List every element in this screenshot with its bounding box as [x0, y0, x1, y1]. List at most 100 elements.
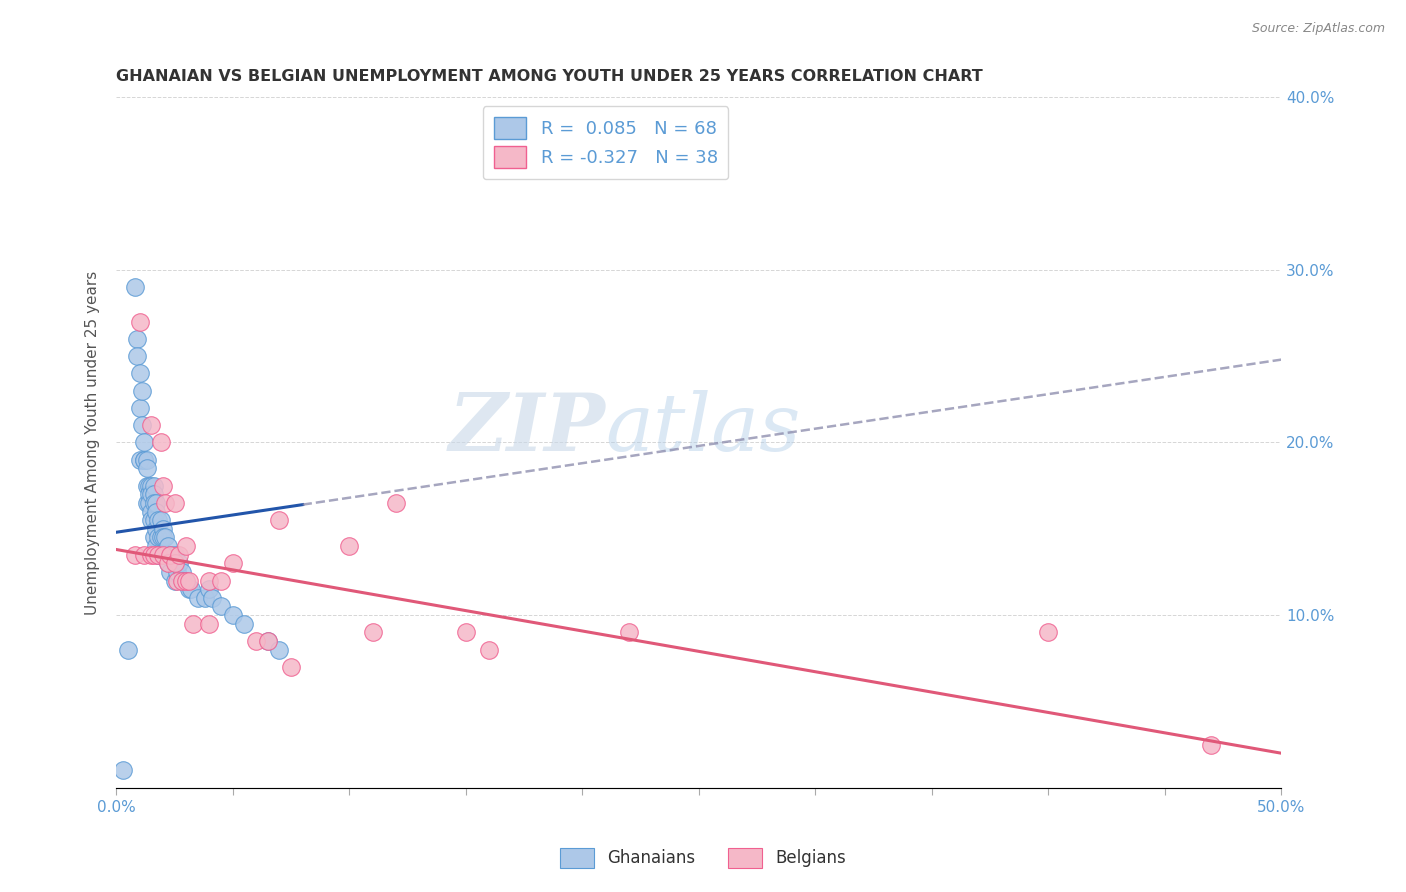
Point: [131, 384, 153, 398]
Point: [152, 548, 174, 562]
Point: [138, 487, 160, 501]
Point: [135, 496, 157, 510]
Point: [174, 574, 197, 588]
Point: [135, 452, 157, 467]
Point: [198, 574, 221, 588]
Point: [141, 478, 163, 492]
Point: [209, 599, 232, 614]
Point: [145, 496, 167, 510]
Point: [135, 461, 157, 475]
Point: [117, 642, 139, 657]
Point: [163, 574, 186, 588]
Point: [142, 530, 165, 544]
Point: [177, 582, 200, 597]
Point: [198, 616, 221, 631]
Point: [174, 574, 197, 588]
Point: [134, 435, 156, 450]
Point: [135, 478, 157, 492]
Point: [145, 522, 167, 536]
Point: [166, 574, 188, 588]
Point: [155, 496, 177, 510]
Point: [170, 574, 193, 588]
Point: [198, 582, 221, 597]
Point: [159, 548, 181, 562]
Point: [1038, 625, 1060, 640]
Point: [187, 591, 209, 605]
Point: [138, 496, 160, 510]
Point: [170, 565, 193, 579]
Point: [149, 513, 172, 527]
Point: [163, 557, 186, 571]
Point: [112, 764, 135, 778]
Point: [141, 418, 163, 433]
Point: [233, 616, 256, 631]
Point: [148, 513, 170, 527]
Point: [156, 539, 179, 553]
Point: [361, 625, 384, 640]
Point: [148, 548, 170, 562]
Point: [152, 522, 174, 536]
Point: [134, 548, 156, 562]
Point: [149, 435, 172, 450]
Point: [131, 418, 153, 433]
Point: [145, 539, 167, 553]
Point: [148, 548, 170, 562]
Point: [478, 642, 501, 657]
Point: [128, 315, 150, 329]
Point: [280, 660, 302, 674]
Point: [173, 574, 195, 588]
Point: [166, 565, 188, 579]
Point: [180, 582, 202, 597]
Point: [149, 548, 172, 562]
Point: [163, 557, 186, 571]
Point: [174, 539, 197, 553]
Point: [155, 548, 177, 562]
Point: [124, 280, 146, 294]
Point: [141, 513, 163, 527]
Text: GHANAIAN VS BELGIAN UNEMPLOYMENT AMONG YOUTH UNDER 25 YEARS CORRELATION CHART: GHANAIAN VS BELGIAN UNEMPLOYMENT AMONG Y…: [117, 69, 983, 84]
Point: [148, 530, 170, 544]
Point: [209, 574, 232, 588]
Text: Source: ZipAtlas.com: Source: ZipAtlas.com: [1251, 22, 1385, 36]
Point: [141, 548, 163, 562]
Point: [128, 401, 150, 415]
Point: [145, 504, 167, 518]
Point: [152, 548, 174, 562]
Text: atlas: atlas: [606, 390, 801, 467]
Point: [152, 530, 174, 544]
Point: [142, 496, 165, 510]
Point: [141, 487, 163, 501]
Point: [152, 478, 174, 492]
Point: [142, 513, 165, 527]
Point: [155, 530, 177, 544]
Point: [159, 548, 181, 562]
Point: [167, 548, 190, 562]
Point: [222, 557, 245, 571]
Point: [141, 504, 163, 518]
Point: [170, 574, 193, 588]
Point: [269, 513, 291, 527]
Point: [159, 565, 181, 579]
Point: [156, 557, 179, 571]
Point: [156, 557, 179, 571]
Point: [163, 496, 186, 510]
Point: [127, 349, 149, 363]
Point: [201, 591, 224, 605]
Point: [256, 634, 278, 648]
Legend: R =  0.085   N = 68, R = -0.327   N = 38: R = 0.085 N = 68, R = -0.327 N = 38: [482, 106, 728, 179]
Point: [134, 452, 156, 467]
Point: [167, 557, 190, 571]
Point: [149, 530, 172, 544]
Point: [385, 496, 408, 510]
Point: [127, 332, 149, 346]
Text: ZIP: ZIP: [449, 390, 606, 467]
Point: [142, 478, 165, 492]
Point: [269, 642, 291, 657]
Point: [128, 367, 150, 381]
Point: [337, 539, 360, 553]
Legend: Ghanaians, Belgians: Ghanaians, Belgians: [554, 841, 852, 875]
Point: [142, 548, 165, 562]
Point: [256, 634, 278, 648]
Y-axis label: Unemployment Among Youth under 25 years: Unemployment Among Youth under 25 years: [86, 270, 100, 615]
Point: [177, 574, 200, 588]
